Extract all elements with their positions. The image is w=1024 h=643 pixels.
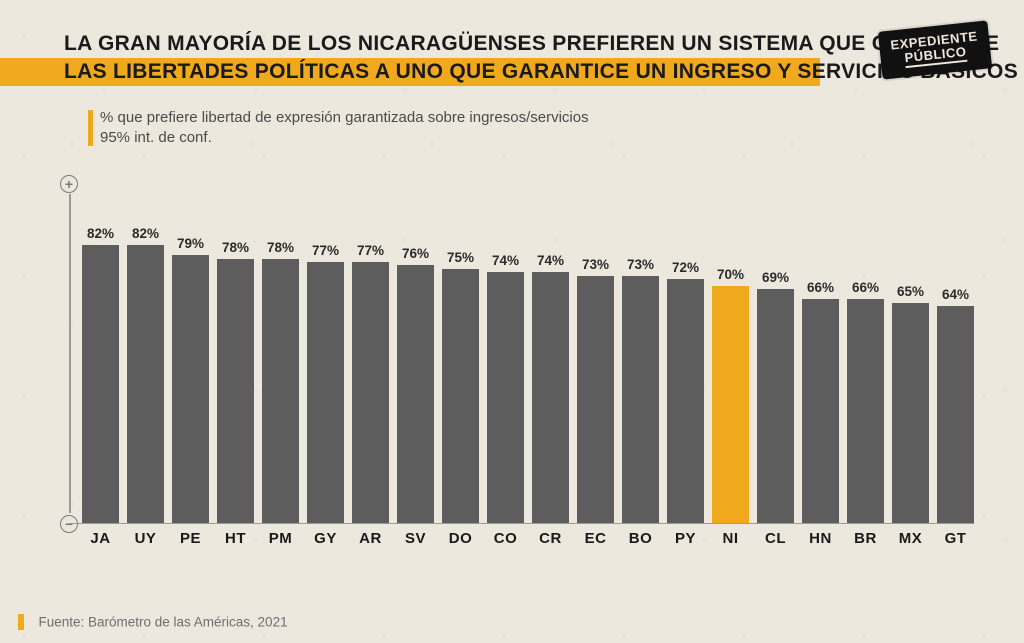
- bar: [352, 262, 389, 523]
- category-label: CR: [539, 530, 562, 547]
- bar: [82, 245, 119, 523]
- category-label: PY: [675, 530, 696, 547]
- bar-column: 76%SV: [397, 184, 434, 523]
- category-label: PM: [269, 530, 293, 547]
- category-label: NI: [723, 530, 739, 547]
- category-label: GT: [945, 530, 967, 547]
- bar: [487, 272, 524, 523]
- bar: [532, 272, 569, 523]
- category-label: BO: [629, 530, 653, 547]
- bar: [622, 276, 659, 523]
- bar-value-label: 74%: [492, 253, 519, 268]
- source-block: Fuente: Barómetro de las Américas, 2021: [0, 613, 288, 631]
- y-axis-line: [69, 194, 71, 513]
- bar-value-label: 77%: [312, 243, 339, 258]
- category-label: EC: [585, 530, 607, 547]
- bar-chart: + − 82%JA82%UY79%PE78%HT78%PM77%GY77%AR7…: [64, 184, 974, 553]
- bar-column: 72%PY: [667, 184, 704, 523]
- bar-column: 64%GT: [937, 184, 974, 523]
- bar-value-label: 64%: [942, 287, 969, 302]
- bar: [217, 259, 254, 523]
- bar-value-label: 78%: [222, 240, 249, 255]
- bar-value-label: 72%: [672, 260, 699, 275]
- bar-column: 74%CO: [487, 184, 524, 523]
- bar: [937, 306, 974, 523]
- legend-line-1: % que prefiere libertad de expresión gar…: [100, 108, 589, 128]
- bar-value-label: 73%: [627, 257, 654, 272]
- bar-value-label: 77%: [357, 243, 384, 258]
- bar: [397, 265, 434, 523]
- bar-value-label: 82%: [132, 226, 159, 241]
- bar-value-label: 75%: [447, 250, 474, 265]
- bar-column: 77%AR: [352, 184, 389, 523]
- bar-column: 69%CL: [757, 184, 794, 523]
- bar-column: 73%BO: [622, 184, 659, 523]
- category-label: SV: [405, 530, 426, 547]
- bar-column: 78%HT: [217, 184, 254, 523]
- infographic-root: LA GRAN MAYORÍA DE LOS NICARAGÜENSES PRE…: [0, 0, 1024, 643]
- bar-column: 82%UY: [127, 184, 164, 523]
- bar-value-label: 78%: [267, 240, 294, 255]
- bar: [847, 299, 884, 523]
- bar: [442, 269, 479, 523]
- bar-column: 79%PE: [172, 184, 209, 523]
- bar: [892, 303, 929, 523]
- category-label: BR: [854, 530, 877, 547]
- bar-value-label: 66%: [807, 280, 834, 295]
- bar-value-label: 65%: [897, 284, 924, 299]
- legend-mark-icon: [88, 110, 93, 146]
- bar-column: 82%JA: [82, 184, 119, 523]
- legend-line-2: 95% int. de conf.: [100, 128, 589, 148]
- bar-value-label: 69%: [762, 270, 789, 285]
- bar-column: 77%GY: [307, 184, 344, 523]
- source-mark-icon: [18, 614, 24, 630]
- category-label: DO: [449, 530, 473, 547]
- bar-column: 65%MX: [892, 184, 929, 523]
- title-highlight-row: LAS LIBERTADES POLÍTICAS A UNO QUE GARAN…: [0, 58, 1024, 86]
- category-label: MX: [899, 530, 923, 547]
- bar-value-label: 70%: [717, 267, 744, 282]
- bar-column: 66%BR: [847, 184, 884, 523]
- category-label: AR: [359, 530, 382, 547]
- category-label: PE: [180, 530, 201, 547]
- category-label: JA: [90, 530, 110, 547]
- bar-column: 75%DO: [442, 184, 479, 523]
- category-label: UY: [135, 530, 157, 547]
- title-block: LA GRAN MAYORÍA DE LOS NICARAGÜENSES PRE…: [0, 32, 1024, 86]
- bar: [307, 262, 344, 523]
- axis-plus-icon: +: [60, 175, 78, 193]
- category-label: CL: [765, 530, 786, 547]
- title-line-1: LA GRAN MAYORÍA DE LOS NICARAGÜENSES PRE…: [0, 32, 1024, 56]
- title-line-2: LAS LIBERTADES POLÍTICAS A UNO QUE GARAN…: [0, 58, 1024, 86]
- bar-value-label: 76%: [402, 246, 429, 261]
- category-label: HT: [225, 530, 246, 547]
- bar-value-label: 79%: [177, 236, 204, 251]
- category-label: CO: [494, 530, 518, 547]
- bar: [667, 279, 704, 523]
- logo-line-2: PÚBLICO: [904, 45, 967, 68]
- bar: [802, 299, 839, 523]
- bar-column: 66%HN: [802, 184, 839, 523]
- bar: [172, 255, 209, 523]
- bar-value-label: 74%: [537, 253, 564, 268]
- bar-column: 74%CR: [532, 184, 569, 523]
- bar-column: 70%NI: [712, 184, 749, 523]
- bar-column: 78%PM: [262, 184, 299, 523]
- bar: [262, 259, 299, 523]
- bar-value-label: 73%: [582, 257, 609, 272]
- bar-value-label: 66%: [852, 280, 879, 295]
- bar-value-label: 82%: [87, 226, 114, 241]
- bar-column: 73%EC: [577, 184, 614, 523]
- chart-legend: % que prefiere libertad de expresión gar…: [100, 108, 589, 149]
- category-label: HN: [809, 530, 832, 547]
- bars-container: 82%JA82%UY79%PE78%HT78%PM77%GY77%AR76%SV…: [82, 184, 974, 523]
- bar: [712, 286, 749, 523]
- bar: [757, 289, 794, 523]
- source-text: Fuente: Barómetro de las Américas, 2021: [38, 614, 287, 629]
- axis-minus-icon: −: [60, 515, 78, 533]
- bar: [577, 276, 614, 523]
- bar: [127, 245, 164, 523]
- category-label: GY: [314, 530, 337, 547]
